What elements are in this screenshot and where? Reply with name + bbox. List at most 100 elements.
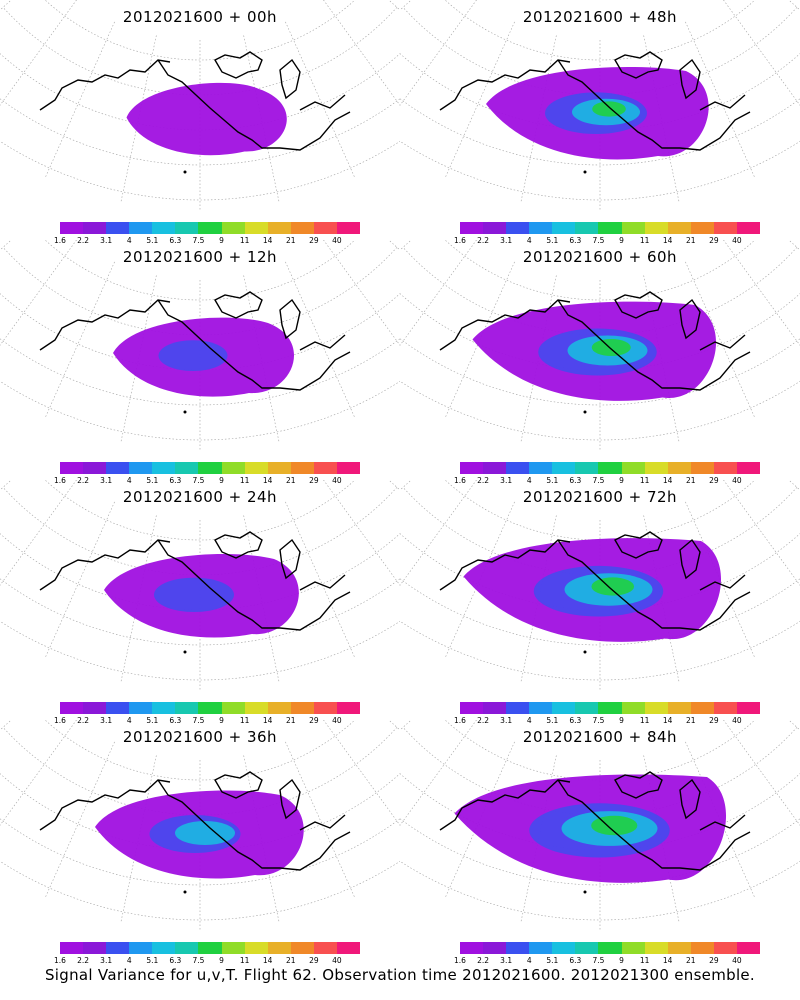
polar-map-24h <box>0 480 400 690</box>
colorbar-segment <box>313 702 337 714</box>
colorbar-label: 7.5 <box>192 716 205 725</box>
map-panel-48h: 2012021600 + 48h 1.6 2.2 3.1 4 5.1 6.3 7.5 9 11 14… <box>400 0 800 248</box>
colorbar-labels: 1.6 2.2 3.1 4 5.1 6.3 7.5 9 11 14 21 29 40 <box>454 236 760 246</box>
panel-title: 2012021600 + 12h <box>122 248 278 266</box>
polar-map-48h <box>400 0 800 210</box>
colorbar-segment <box>60 222 84 234</box>
colorbar-segment <box>221 702 245 714</box>
colorbar-label: 4 <box>526 476 532 485</box>
colorbar-segment <box>129 222 153 234</box>
colorbar-segment <box>175 222 199 234</box>
colorbar-segment <box>713 222 737 234</box>
colorbar-label: 14 <box>662 476 673 485</box>
colorbar-label: 4 <box>526 956 532 965</box>
colorbar-segment <box>575 942 599 954</box>
colorbar-segment <box>644 222 668 234</box>
colorbar-segment <box>690 702 714 714</box>
colorbar-segment <box>460 462 484 474</box>
colorbar-segment <box>313 942 337 954</box>
colorbar-label: 29 <box>309 476 319 485</box>
colorbar-segment <box>60 942 84 954</box>
colorbar-segment <box>529 702 553 714</box>
colorbar-label: 5.1 <box>546 956 559 965</box>
colorbar-segment <box>290 222 314 234</box>
colorbar-label: 14 <box>662 716 673 725</box>
colorbar-label: 21 <box>285 476 296 485</box>
colorbar <box>460 702 761 714</box>
colorbar-segment <box>83 222 107 234</box>
colorbar-segment <box>667 942 691 954</box>
colorbar-segment <box>336 222 361 234</box>
panel-title: 2012021600 + 60h <box>522 248 678 266</box>
variance-field <box>126 82 287 156</box>
colorbar-label: 21 <box>685 716 696 725</box>
colorbar-label: 9 <box>219 236 224 245</box>
colorbar-label: 4 <box>126 716 132 725</box>
coastline <box>439 291 751 414</box>
colorbar-label: 29 <box>309 956 319 965</box>
colorbar-label: 7.5 <box>592 236 605 245</box>
colorbar-segment <box>506 942 530 954</box>
colorbar-labels: 1.6 2.2 3.1 4 5.1 6.3 7.5 9 11 14 21 29 40 <box>454 476 760 486</box>
colorbar-label: 11 <box>239 716 250 725</box>
colorbar <box>60 942 361 954</box>
colorbar-label: 1.6 <box>54 476 66 485</box>
colorbar-segment <box>336 702 361 714</box>
colorbar-label: 2.2 <box>477 956 490 965</box>
colorbar-label: 14 <box>262 236 273 245</box>
colorbar-segment <box>483 222 507 234</box>
colorbar-label: 21 <box>685 956 696 965</box>
coastline <box>39 291 351 414</box>
colorbar-label: 3.1 <box>500 716 513 725</box>
colorbar-label: 4 <box>126 956 132 965</box>
colorbar-segment <box>106 462 130 474</box>
colorbar-segment <box>621 942 645 954</box>
colorbar-label: 29 <box>709 716 719 725</box>
colorbar-segment <box>336 942 361 954</box>
colorbar-label: 3.1 <box>100 476 113 485</box>
colorbar-label: 11 <box>239 956 250 965</box>
colorbar-label: 7.5 <box>192 956 205 965</box>
colorbar-segment <box>198 222 222 234</box>
variance-field <box>454 774 727 883</box>
colorbar-label: 21 <box>285 956 296 965</box>
coastline <box>439 531 751 654</box>
colorbar-label: 40 <box>732 236 742 245</box>
colorbar-label: 9 <box>219 716 224 725</box>
panel-title: 2012021600 + 72h <box>522 488 678 506</box>
colorbar-label: 5.1 <box>146 236 159 245</box>
variance-field <box>463 538 722 642</box>
colorbar-label: 9 <box>619 236 624 245</box>
colorbar-label: 5.1 <box>546 716 559 725</box>
colorbar <box>60 222 361 234</box>
colorbar-label: 6.3 <box>569 476 582 485</box>
colorbar-label: 14 <box>662 956 673 965</box>
colorbar-label: 9 <box>619 956 624 965</box>
colorbar-segment <box>598 702 622 714</box>
colorbar-label: 7.5 <box>592 476 605 485</box>
variance-field <box>472 301 717 401</box>
colorbar-label: 1.6 <box>454 956 466 965</box>
colorbar-segment <box>267 222 291 234</box>
colorbar-segment <box>575 462 599 474</box>
colorbar-label: 14 <box>262 956 273 965</box>
map-panel-72h: 2012021600 + 72h 1.6 2.2 3.1 4 5.1 6.3 7.5 9 11 14… <box>400 480 800 728</box>
colorbar-label: 9 <box>619 476 624 485</box>
colorbar-segment <box>106 702 130 714</box>
colorbar-label: 6.3 <box>569 716 582 725</box>
colorbar-segment <box>267 462 291 474</box>
colorbar <box>460 942 761 954</box>
colorbar-segment <box>336 462 361 474</box>
colorbar-label: 2.2 <box>77 956 90 965</box>
colorbar-label: 21 <box>685 476 696 485</box>
colorbar-label: 3.1 <box>500 236 513 245</box>
polar-map-00h <box>0 0 400 210</box>
colorbar-segment <box>244 702 268 714</box>
colorbar-segment <box>175 462 199 474</box>
colorbar-segment <box>667 462 691 474</box>
colorbar-segment <box>313 222 337 234</box>
colorbar-label: 6.3 <box>569 956 582 965</box>
colorbar-label: 3.1 <box>100 716 113 725</box>
coastline <box>39 771 351 894</box>
colorbar-segment <box>460 942 484 954</box>
